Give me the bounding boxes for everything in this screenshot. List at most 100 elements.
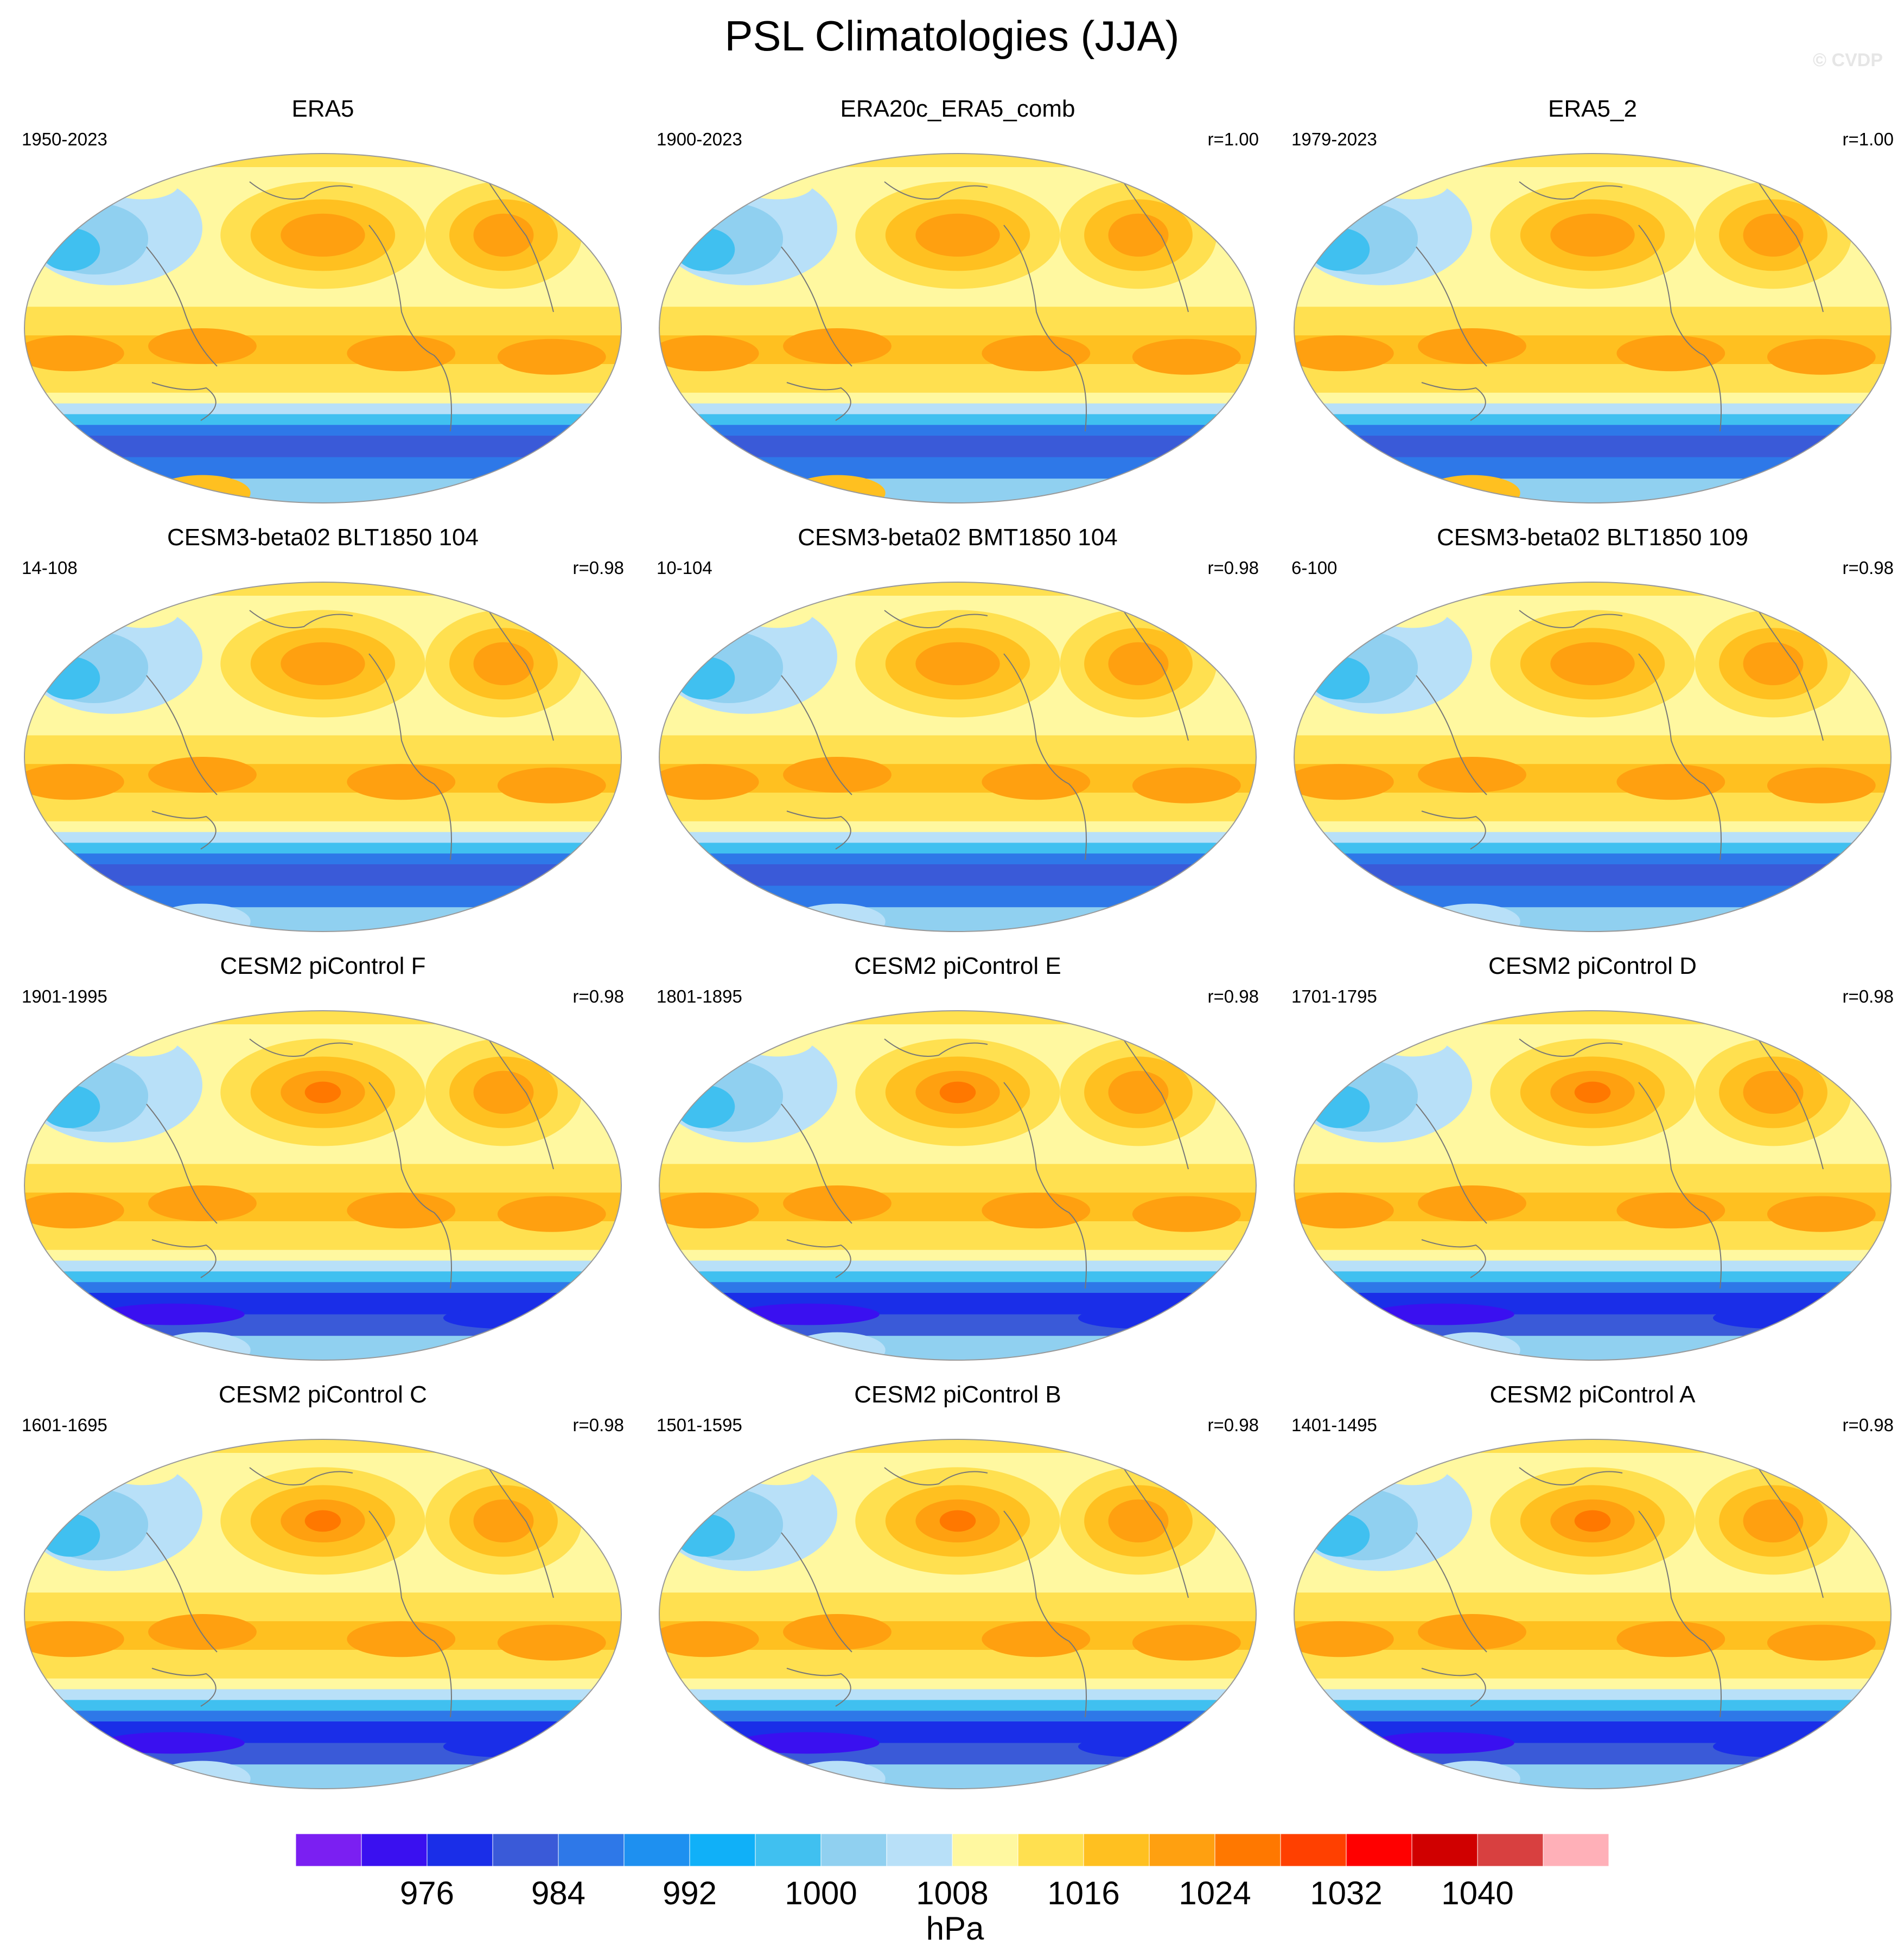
latitude-band	[1294, 582, 1891, 596]
azores-high-inner	[473, 1499, 534, 1542]
pacific-high-core	[939, 1510, 976, 1532]
latitude-band	[659, 1439, 1256, 1453]
latitude-band	[1294, 307, 1891, 336]
panel-years: 1701-1795	[1291, 986, 1377, 1006]
southern-high	[1616, 764, 1725, 800]
coastline	[1416, 675, 1487, 795]
tibet-high	[1376, 170, 1448, 200]
map-outline	[659, 582, 1257, 932]
southern-high	[347, 764, 456, 800]
latitude-band	[24, 1592, 621, 1622]
azores-high-inner	[1743, 1070, 1804, 1114]
pacific-high-core	[304, 1081, 341, 1104]
southern-high	[659, 1192, 759, 1229]
latitude-band	[659, 414, 1256, 426]
latitude-band	[659, 307, 1256, 336]
latitude-band	[24, 821, 621, 833]
southern-low	[443, 1307, 564, 1329]
panel-title: CESM3-beta02 BLT1850 104	[167, 524, 479, 551]
coastline	[1421, 811, 1486, 850]
map-outline	[24, 153, 622, 503]
panel-years: 14-108	[22, 558, 78, 578]
colorbar-segment	[623, 1834, 690, 1866]
coastline	[151, 1239, 216, 1278]
pressure-field	[1294, 154, 1891, 503]
latitude-band	[659, 425, 1256, 436]
southern-high	[1418, 1614, 1526, 1650]
colorbar-tick-label: 1040	[1441, 1875, 1514, 1911]
latitude-band	[659, 853, 1256, 865]
azores-high-inner	[1108, 213, 1169, 257]
panel-title: ERA5	[291, 95, 354, 122]
coastline	[488, 1467, 554, 1598]
latitude-band	[1294, 1592, 1891, 1622]
map-outline	[659, 1439, 1257, 1789]
southern-high	[1767, 1196, 1876, 1232]
panel-title: CESM2 piControl F	[220, 953, 426, 979]
southern-high	[497, 1196, 606, 1232]
colorbar-tick-label: 984	[531, 1875, 586, 1911]
panel-correlation: r=0.98	[1207, 1415, 1259, 1435]
tibet-high	[106, 599, 179, 628]
coastline	[368, 225, 452, 432]
map-outline	[1294, 1439, 1892, 1789]
coastline	[1757, 1038, 1824, 1170]
latitude-band	[659, 154, 1256, 168]
latitude-band	[659, 843, 1256, 854]
asian-low-center	[674, 1514, 735, 1557]
pacific-high-core	[304, 1510, 341, 1532]
southern-high	[1132, 339, 1241, 375]
coastline	[781, 1104, 852, 1224]
pacific-high-core	[939, 1081, 976, 1104]
southern-high	[1132, 1624, 1241, 1661]
latitude-band	[659, 582, 1256, 596]
colorbar-tick-label: 1008	[916, 1875, 989, 1911]
pacific-high-inner	[281, 213, 365, 257]
southern-low	[735, 1732, 880, 1754]
coastline	[151, 382, 216, 421]
map-panel: ERA20c_ERA5_comb 1900-2023 r=1.00	[646, 95, 1270, 513]
latitude-band	[659, 1011, 1256, 1025]
latitude-band	[1294, 1282, 1891, 1293]
latitude-band	[659, 1678, 1256, 1690]
tibet-high	[1376, 1456, 1448, 1485]
tibet-high	[741, 1456, 813, 1485]
coastline	[1123, 610, 1189, 741]
asian-low-center	[674, 228, 735, 271]
panel-years: 1900-2023	[657, 129, 742, 149]
southern-high	[148, 1614, 257, 1650]
latitude-band	[24, 457, 621, 480]
coastline	[781, 246, 852, 367]
latitude-band	[659, 832, 1256, 844]
tibet-high	[106, 170, 179, 200]
map-panel: ERA5_2 1979-2023 r=1.00	[1281, 95, 1904, 513]
southern-low	[1078, 1736, 1199, 1757]
southern-high	[1418, 1185, 1526, 1221]
southern-high	[148, 757, 257, 793]
map-plot	[1294, 1439, 1892, 1789]
latitude-band	[1294, 1678, 1891, 1690]
azores-high-inner	[473, 213, 534, 257]
coastline	[146, 1104, 218, 1224]
latitude-band	[24, 1271, 621, 1283]
asian-low-center	[40, 1085, 100, 1128]
coastline	[151, 811, 216, 850]
panel-years: 1979-2023	[1291, 129, 1377, 149]
southern-high	[148, 328, 257, 364]
latitude-band	[24, 1711, 621, 1722]
panel-title: CESM3-beta02 BLT1850 109	[1437, 524, 1748, 551]
colorbar-segment	[755, 1834, 822, 1866]
latitude-band	[659, 885, 1256, 908]
panel-years: 1601-1695	[22, 1415, 107, 1435]
latitude-band	[24, 403, 621, 415]
pressure-field	[1294, 1011, 1891, 1360]
tibet-high	[741, 170, 813, 200]
asian-low-center	[40, 656, 100, 700]
coastline	[884, 610, 988, 628]
map-panel: CESM2 piControl C 1601-1695 r=0.98	[11, 1381, 635, 1798]
latitude-band	[1294, 864, 1891, 886]
latitude-band	[659, 1711, 1256, 1722]
latitude-band	[659, 821, 1256, 833]
southern-high	[1294, 335, 1394, 372]
latitude-band	[1294, 832, 1891, 844]
